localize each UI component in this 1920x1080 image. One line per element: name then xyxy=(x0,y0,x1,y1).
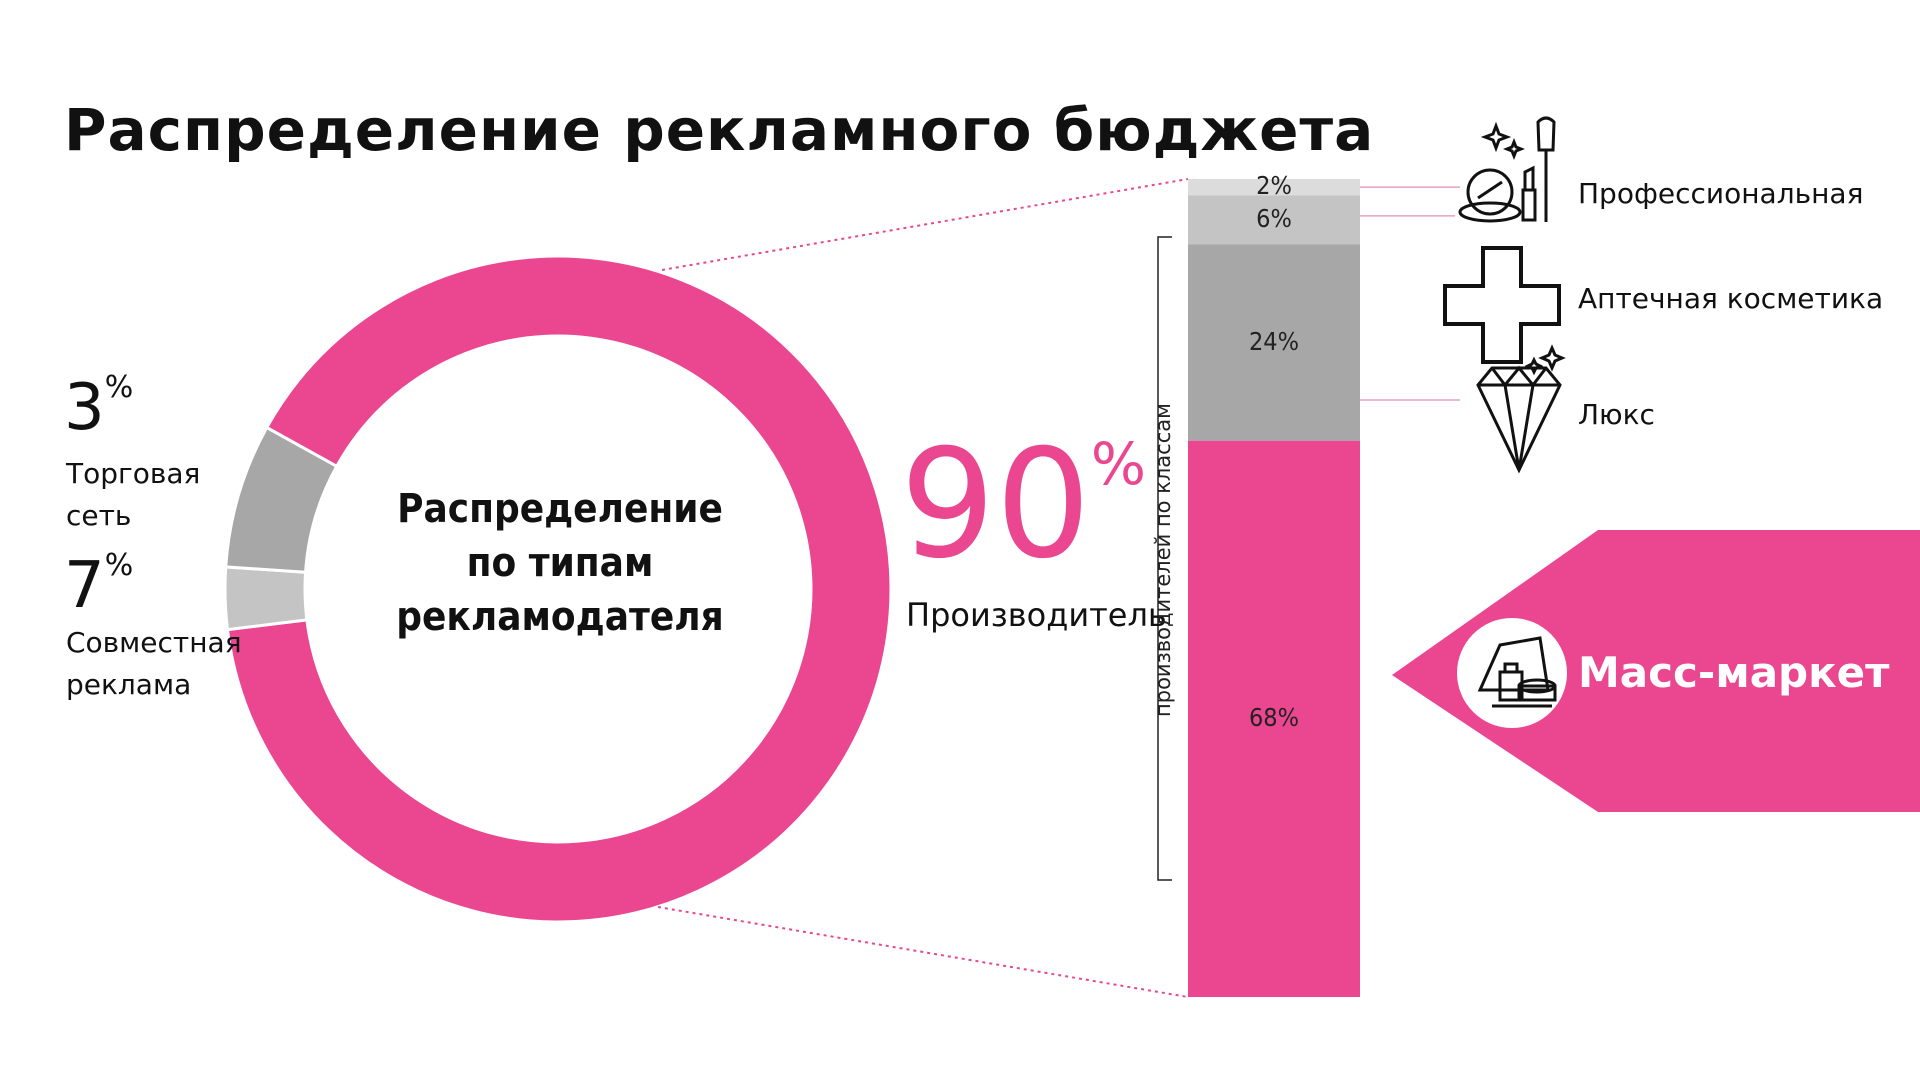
category-pharmacy-label: Аптечная косметика xyxy=(1578,282,1884,315)
class-bracket xyxy=(1157,236,1172,881)
slice-manufacturer-label: Производитель xyxy=(906,596,1167,634)
leader-lines xyxy=(1360,186,1460,401)
slice-joint-label: Совместная реклама xyxy=(66,622,242,706)
bar-segment-professional-label: 2% xyxy=(1256,171,1292,201)
category-professional-label: Профессиональная xyxy=(1578,177,1864,210)
donut-center-line-2: по типам рекламодателя xyxy=(396,540,724,640)
bar-segment-luxury xyxy=(1188,244,1360,441)
bar-segment-professional xyxy=(1188,179,1360,196)
slice-retail-label-line-2: сеть xyxy=(66,499,132,532)
zoom-connectors xyxy=(657,178,1189,998)
category-luxury-label: Люкс xyxy=(1578,398,1655,431)
bar-segment-pharmacy-label: 6% xyxy=(1256,203,1292,233)
slice-retail-label-line-1: Торговая xyxy=(66,457,201,490)
donut-center-label: Распределение по типам рекламодателя xyxy=(300,482,820,644)
donut-chart xyxy=(223,254,893,924)
stacked-bar-chart xyxy=(1188,179,1360,997)
slice-joint-label-line-2: реклама xyxy=(66,668,192,701)
slice-retail-unit: % xyxy=(104,370,134,405)
mass-market-cosmetics-icon xyxy=(1457,618,1567,728)
slice-retail-label: Торговая сеть xyxy=(66,453,200,537)
slice-joint-arc xyxy=(224,425,339,574)
medical-cross-icon xyxy=(1443,246,1561,364)
slice-retail-value: 3 xyxy=(64,371,105,445)
mass-market-banner xyxy=(1392,530,1920,812)
slice-retail-arc xyxy=(223,565,309,632)
page-title: Распределение рекламного бюджета xyxy=(64,96,1375,164)
diamond-icon xyxy=(1476,344,1566,474)
connector-top xyxy=(661,178,1189,271)
connector-bottom xyxy=(657,906,1189,998)
slice-manufacturer-percent: 90% xyxy=(900,430,1146,580)
slice-retail-percent: 3% xyxy=(64,370,133,440)
slice-joint-value: 7 xyxy=(64,549,105,623)
slice-joint-label-line-1: Совместная xyxy=(66,626,242,659)
bar-segment-mass-market-label: 68% xyxy=(1249,702,1299,732)
slice-joint-percent: 7% xyxy=(64,548,133,618)
donut-center-line-1: Распределение xyxy=(397,486,723,532)
slice-manufacturer-value: 90 xyxy=(900,418,1091,592)
bar-segment-mass-market xyxy=(1188,440,1360,997)
slice-joint-unit: % xyxy=(104,548,134,583)
slice-manufacturer-unit: % xyxy=(1090,430,1146,498)
bar-segment-luxury-label: 24% xyxy=(1249,326,1299,356)
slice-manufacturer-arc xyxy=(225,254,893,924)
category-mass-market-label: Масс-маркет xyxy=(1578,648,1890,697)
bar-axis-label: производителей по классам xyxy=(1151,403,1175,717)
bar-segment-pharmacy xyxy=(1188,195,1360,245)
cosmetics-brush-icon xyxy=(1458,116,1556,223)
